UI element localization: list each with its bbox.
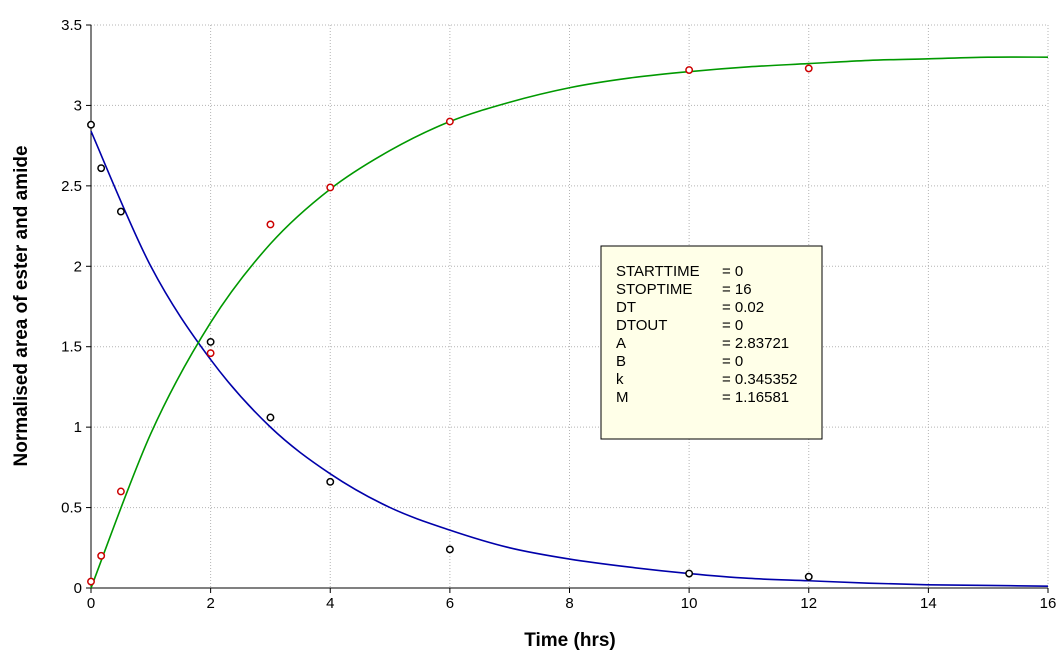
axes: 0 2 4 6 8 10 12 14 16 0 0.5 1 1.5 2 2.5 3 3.5 bbox=[61, 17, 1056, 612]
parameter-name: DT bbox=[616, 299, 636, 316]
x-tick-label: 0 bbox=[87, 595, 95, 612]
x-tick-label: 8 bbox=[565, 595, 573, 612]
data-point bbox=[266, 220, 275, 229]
data-point bbox=[445, 545, 454, 554]
x-axis-title: Time (hrs) bbox=[524, 630, 616, 651]
fit-curve bbox=[90, 56, 1049, 589]
parameter-name: B bbox=[616, 353, 626, 370]
data-point bbox=[97, 164, 106, 173]
data-point bbox=[266, 413, 275, 422]
data-points bbox=[87, 64, 813, 586]
y-tick-label: 2.5 bbox=[61, 178, 82, 195]
parameter-value: = 1.16581 bbox=[722, 389, 789, 406]
data-point bbox=[206, 337, 215, 346]
data-point bbox=[116, 487, 125, 496]
y-tick-label: 3 bbox=[74, 97, 82, 114]
data-point bbox=[685, 66, 694, 74]
y-tick-label: 1.5 bbox=[61, 339, 82, 356]
parameter-name: A bbox=[616, 335, 626, 352]
y-tick-label: 0 bbox=[74, 580, 82, 597]
parameter-value: = 0 bbox=[722, 353, 743, 370]
x-tick-label: 12 bbox=[800, 595, 817, 612]
fit-curves bbox=[90, 56, 1049, 589]
parameter-value: = 0.02 bbox=[722, 299, 764, 316]
data-point bbox=[804, 572, 813, 581]
x-tick-label: 14 bbox=[920, 595, 937, 612]
parameter-name: STOPTIME bbox=[616, 281, 692, 298]
data-point bbox=[97, 551, 106, 560]
data-point bbox=[87, 577, 95, 586]
parameter-name: k bbox=[616, 371, 624, 388]
data-point bbox=[326, 477, 335, 486]
y-tick-label: 0.5 bbox=[61, 500, 82, 517]
parameter-box: STARTTIME = 0 STOPTIME = 16 DT = 0.02 DTOUT = 0… bbox=[600, 245, 823, 440]
data-point bbox=[87, 120, 95, 129]
fit-curve bbox=[90, 130, 1049, 588]
y-axis-title: Normalised area of ester and amide bbox=[11, 145, 32, 466]
parameter-value: = 0.345352 bbox=[722, 371, 798, 388]
x-tick-label: 10 bbox=[681, 595, 698, 612]
y-tick-label: 2 bbox=[74, 258, 82, 275]
x-tick-label: 6 bbox=[446, 595, 454, 612]
data-point bbox=[445, 117, 454, 126]
parameter-value: = 16 bbox=[722, 281, 752, 298]
y-tick-label: 3.5 bbox=[61, 17, 82, 34]
parameter-value: = 0 bbox=[722, 317, 743, 334]
parameter-value: = 0 bbox=[722, 263, 743, 280]
parameter-name: STARTTIME bbox=[616, 263, 700, 280]
x-tick-label: 4 bbox=[326, 595, 334, 612]
y-tick-label: 1 bbox=[74, 419, 82, 436]
data-point bbox=[206, 349, 215, 358]
parameter-box-frame bbox=[600, 245, 823, 440]
parameter-name: DTOUT bbox=[616, 317, 667, 334]
data-point bbox=[685, 569, 694, 578]
parameter-name: M bbox=[616, 389, 629, 406]
parameter-value: = 2.83721 bbox=[722, 335, 789, 352]
data-point bbox=[804, 64, 813, 73]
data-point bbox=[326, 183, 335, 192]
x-tick-label: 2 bbox=[206, 595, 214, 612]
data-point bbox=[116, 207, 125, 216]
x-tick-label: 16 bbox=[1040, 595, 1057, 612]
